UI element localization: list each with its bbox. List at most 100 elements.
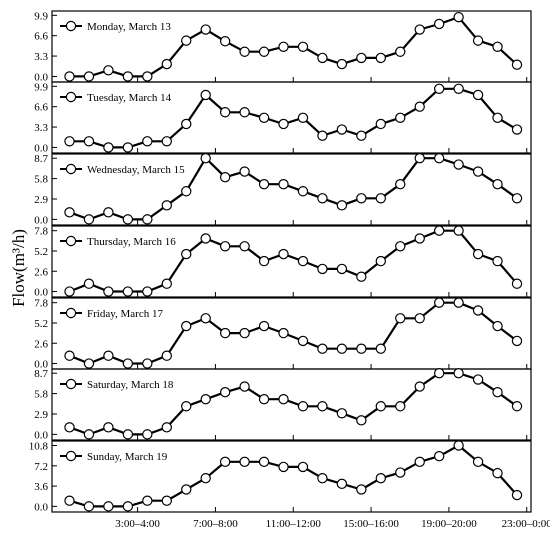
- data-point: [297, 255, 309, 267]
- data-point: [64, 71, 75, 82]
- data-point: [356, 415, 367, 426]
- legend-marker: [65, 450, 77, 462]
- data-point: [258, 46, 270, 57]
- data-point: [395, 313, 406, 324]
- y-tick-label: 2.9: [34, 194, 48, 206]
- data-point: [433, 18, 445, 30]
- data-point: [103, 422, 114, 433]
- data-point: [453, 440, 464, 451]
- panel-frame: [51, 225, 532, 298]
- data-point: [258, 456, 270, 468]
- data-point: [336, 124, 348, 135]
- data-point: [492, 467, 503, 479]
- data-point: [297, 335, 309, 347]
- data-point: [453, 225, 464, 236]
- data-point: [433, 153, 445, 164]
- legend-marker: [65, 307, 77, 319]
- y-tick-label: 2.6: [34, 266, 48, 278]
- data-point: [103, 207, 114, 218]
- data-point: [239, 241, 250, 252]
- data-point: [219, 456, 231, 468]
- data-point: [414, 233, 425, 244]
- data-point: [472, 89, 484, 101]
- y-tick-label: 9.9: [34, 81, 48, 93]
- y-axis-title: Flow(m³/h): [9, 229, 28, 307]
- data-point: [453, 11, 464, 23]
- data-point: [511, 278, 523, 289]
- legend-marker: [65, 163, 77, 175]
- data-point: [472, 35, 484, 46]
- data-point: [317, 472, 328, 484]
- y-tick-label: 7.2: [34, 461, 48, 473]
- y-tick-label: 5.8: [34, 389, 48, 401]
- y-tick-label: 5.8: [34, 174, 48, 186]
- data-point: [103, 142, 114, 153]
- data-point: [161, 278, 172, 289]
- data-point: [142, 136, 153, 147]
- data-point: [181, 35, 192, 46]
- data-point: [64, 350, 75, 361]
- data-point: [472, 166, 484, 177]
- data-point: [492, 179, 503, 190]
- data-point: [453, 159, 464, 170]
- data-point: [317, 343, 328, 354]
- data-point: [142, 286, 153, 297]
- y-tick-label: 9.9: [34, 10, 48, 22]
- data-point: [161, 350, 172, 361]
- data-point: [122, 358, 134, 369]
- data-point: [122, 71, 134, 82]
- data-point: [356, 271, 367, 282]
- y-tick-label: 8.7: [34, 368, 48, 380]
- data-point: [453, 368, 464, 379]
- data-point: [200, 394, 211, 405]
- data-point: [472, 248, 484, 260]
- legend-label: Saturday, March 18: [87, 379, 174, 391]
- x-tick-label: 7:00–8:00: [193, 518, 238, 530]
- y-tick-label: 2.6: [34, 338, 48, 350]
- data-point: [492, 41, 503, 53]
- legend-label: Friday, March 17: [87, 308, 163, 320]
- legend-label: Wednesday, March 15: [87, 164, 185, 176]
- panel-frame: [51, 440, 532, 513]
- data-point: [161, 495, 172, 506]
- data-point: [414, 101, 425, 112]
- data-point: [83, 429, 95, 440]
- y-tick-label: 8.7: [34, 153, 48, 165]
- data-point: [64, 422, 75, 433]
- data-point: [161, 58, 172, 70]
- data-point: [142, 214, 153, 225]
- data-point: [433, 225, 445, 236]
- data-point: [103, 286, 114, 297]
- legend-label: Thursday, March 16: [87, 236, 176, 248]
- data-point: [64, 495, 75, 506]
- data-point: [356, 193, 367, 204]
- panel-7: 0.0 3.6 7.2 10.8 Sunday, March 19: [29, 440, 532, 513]
- data-point: [83, 71, 95, 82]
- data-point: [181, 186, 192, 197]
- y-tick-label: 6.6: [34, 102, 48, 114]
- panel-frame: [51, 81, 532, 154]
- data-point: [103, 350, 114, 361]
- data-point: [219, 171, 231, 183]
- x-axis: 3:00–4:00 7:00–8:00 11:00–12:00 15:00–16:00…: [115, 518, 550, 530]
- x-tick-label: 3:00–4:00: [115, 518, 160, 530]
- panel-6: 0.0 2.9 5.8 8.7 Saturday, March 18: [34, 368, 532, 441]
- data-point: [414, 456, 425, 468]
- y-tick-label: 5.2: [34, 246, 48, 258]
- panel-2: 0.0 3.3 6.6 9.9 Tuesday, March 14: [34, 81, 532, 154]
- data-point: [511, 124, 523, 135]
- data-point: [453, 83, 464, 94]
- data-point: [278, 118, 289, 130]
- data-point: [239, 107, 250, 118]
- data-point: [239, 327, 250, 339]
- data-point: [278, 394, 289, 405]
- data-point: [161, 422, 172, 433]
- data-point: [122, 501, 134, 512]
- data-point: [181, 118, 192, 130]
- x-tick-label: 23:00–0:00: [502, 518, 550, 530]
- data-point: [472, 456, 484, 468]
- legend-label: Tuesday, March 14: [87, 92, 172, 104]
- data-point: [103, 65, 114, 76]
- y-tick-label: 2.9: [34, 409, 48, 421]
- data-point: [83, 136, 95, 147]
